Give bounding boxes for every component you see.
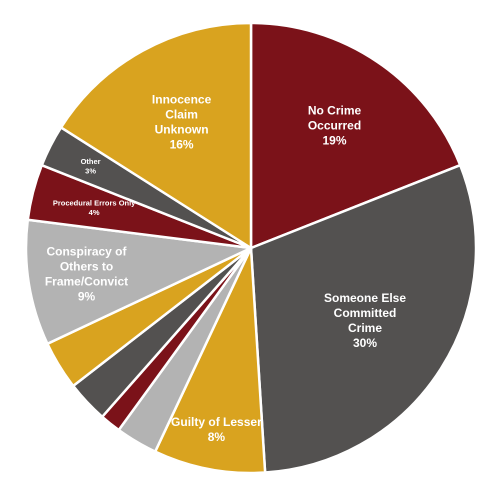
slice-value-label: 3%	[85, 167, 96, 176]
slice-value-label: 16%	[170, 138, 194, 152]
pie-slice-someone-else-committed-crime	[249, 163, 478, 474]
slice-label-line: Crime	[348, 321, 382, 335]
slice-value-label: 9%	[78, 290, 96, 304]
slice-label-guilty-of-lesser: Guilty of Lesser 8%	[171, 415, 262, 444]
slice-value-label: 8%	[208, 430, 226, 444]
pie-slice-guilty-of-lesser	[153, 247, 267, 475]
pie-slice-conspiracy-of-others-to-frame-convict	[24, 218, 256, 346]
slice-value-label: 30%	[353, 336, 377, 350]
slice-label-line: Guilty of Lesser	[171, 415, 262, 429]
slice-label-line: Claim	[165, 108, 198, 122]
slice-label-line: Procedural Errors Only	[53, 199, 136, 208]
slice-label-line: Committed	[334, 306, 397, 320]
slice-value-label: 19%	[322, 133, 346, 147]
pie-slice-innocence-claim-unknown	[59, 21, 253, 251]
slice-label-line: Other	[81, 157, 101, 166]
slice-label-no-crime-occurred: No Crime Occurred 19%	[308, 103, 362, 147]
slice-label-line: No Crime	[308, 103, 362, 117]
slice-label-line: Innocence	[152, 93, 212, 107]
slice-label-conspiracy-of-others-to-frame-convict: Conspiracy of Others to Frame/Convict 9%	[45, 245, 128, 304]
slice-label-line: Frame/Convict	[45, 275, 128, 289]
slice-label-someone-else-committed-crime: Someone Else Committed Crime 30%	[324, 291, 406, 350]
slice-value-label: 4%	[89, 208, 100, 217]
slice-label-line: Occurred	[308, 118, 361, 132]
slice-label-other: Other 3%	[81, 157, 101, 175]
slice-label-line: Unknown	[155, 123, 209, 137]
slice-label-line: Conspiracy of	[46, 245, 127, 259]
slice-label-innocence-claim-unknown: Innocence Claim Unknown 16%	[152, 93, 212, 152]
slice-label-line: Others to	[60, 260, 113, 274]
slice-label-procedural-errors-only: Procedural Errors Only 4%	[53, 199, 136, 217]
pie-slice-no-crime-occurred	[249, 21, 462, 250]
slice-label-line: Someone Else	[324, 291, 406, 305]
